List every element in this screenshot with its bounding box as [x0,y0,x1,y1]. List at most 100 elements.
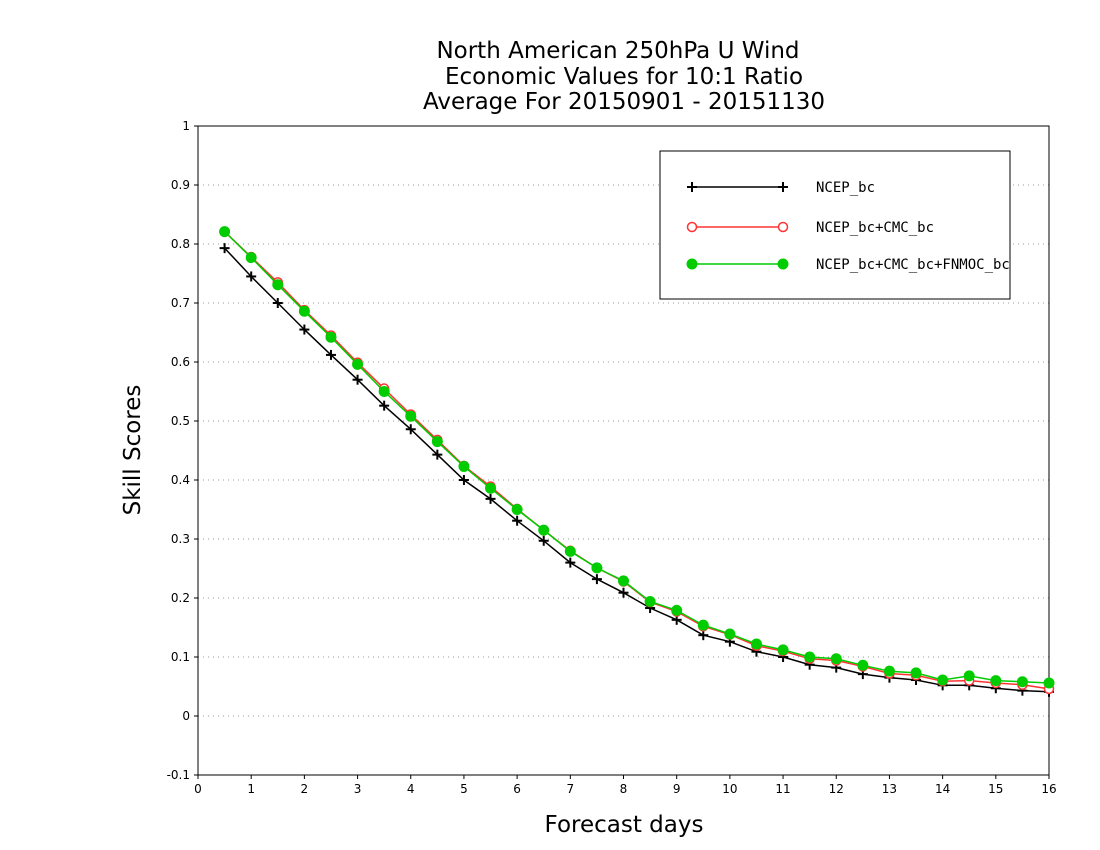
data-point [405,424,416,435]
data-point [485,493,496,504]
data-point [697,619,709,631]
x-tick-label: 8 [620,782,628,796]
legend-label: NCEP_bc [816,180,875,196]
data-point [219,243,230,254]
y-tick-label: -0.1 [167,768,190,782]
data-point [538,524,550,536]
legend: NCEP_bc NCEP_bc+CMC_bc NCEP_bc+CMC_bc+FNMO… [659,150,1011,300]
data-point [857,659,869,671]
x-tick-label: 4 [407,782,415,796]
data-point [352,358,364,370]
data-point [750,638,762,650]
x-axis: 0 1 2 3 4 5 6 7 8 9 10 11 12 13 14 15 16 [194,775,1057,796]
data-point [777,258,789,270]
data-point [671,604,683,616]
x-tick-label: 6 [513,782,521,796]
data-point [219,226,231,238]
data-point [591,574,602,585]
data-point [777,221,789,233]
y-tick-label: 0.7 [171,296,190,310]
data-point [298,305,310,317]
data-point [830,653,842,665]
x-tick-label: 10 [722,782,737,796]
data-point [432,449,443,460]
x-tick-label: 5 [460,782,468,796]
x-tick-label: 12 [829,782,844,796]
data-point [245,252,257,264]
y-tick-label: 0.3 [171,532,190,546]
data-point [698,630,709,641]
x-tick-label: 14 [935,782,950,796]
data-point [686,221,698,233]
data-point [485,482,497,494]
y-axis-title: Skill Scores [120,385,146,516]
legend-item-2: NCEP_bc+CMC_bc [686,220,934,236]
x-tick-label: 1 [247,782,255,796]
data-point [272,279,284,291]
data-point [990,675,1002,687]
x-axis-title: Forecast days [545,812,704,838]
y-tick-label: 0.8 [171,237,190,251]
data-point [618,575,629,587]
data-point [325,349,336,360]
data-point [378,386,390,397]
data-point [458,475,469,485]
chart-title: North American 250hPa U Wind Economic Va… [423,38,825,115]
data-point [804,651,816,663]
data-point [778,182,788,192]
series-1 [219,243,1054,697]
title-line-2: Economic Values for 10:1 Ratio [445,64,803,90]
x-tick-label: 3 [354,782,362,796]
data-point [1016,676,1028,688]
y-tick-label: 0.5 [171,414,190,428]
y-tick-label: 0.9 [171,178,190,192]
series-layer [219,226,1055,697]
data-point [937,674,949,686]
x-tick-label: 2 [301,782,309,796]
data-point [379,400,390,411]
data-point [777,644,789,656]
x-tick-label: 16 [1041,782,1056,796]
legend-item-1: NCEP_bc [687,180,875,196]
data-point [299,324,310,335]
grid [198,184,1049,717]
x-tick-label: 15 [988,782,1003,796]
title-line-1: North American 250hPa U Wind [436,38,799,64]
data-point [963,670,975,682]
y-tick-label: 0 [182,709,190,723]
x-tick-label: 7 [566,782,574,796]
legend-label: NCEP_bc+CMC_bc+FNMOC_bc [816,257,1010,273]
data-point [883,665,895,677]
data-point [512,515,523,526]
data-point [325,331,337,343]
x-tick-label: 13 [882,782,897,796]
legend-box [659,150,1011,300]
legend-label: NCEP_bc+CMC_bc [816,220,934,236]
y-tick-label: 0.6 [171,355,190,369]
title-line-3: Average For 20150901 - 20151130 [423,89,825,115]
y-axis: -0.1 0 0.1 0.2 0.3 0.4 0.5 0.6 0.7 0.8 0.9 1 [167,119,198,782]
x-tick-label: 9 [673,782,681,796]
series-3 [219,226,1055,689]
data-point [1043,677,1055,689]
data-point [591,562,603,574]
y-tick-label: 0.2 [171,591,190,605]
series-line [224,231,1050,690]
data-point [687,182,697,192]
data-point [644,596,656,608]
data-point [686,258,698,270]
y-tick-label: 1 [182,119,190,133]
data-point [431,436,443,448]
data-point [272,298,283,308]
data-point [511,504,523,515]
data-point [564,545,576,557]
data-point [910,667,922,679]
data-point [538,535,549,546]
data-point [405,410,417,422]
x-tick-label: 11 [775,782,790,796]
data-point [565,557,576,568]
data-point [724,628,736,640]
data-point [352,374,363,385]
x-tick-label: 0 [194,782,202,796]
